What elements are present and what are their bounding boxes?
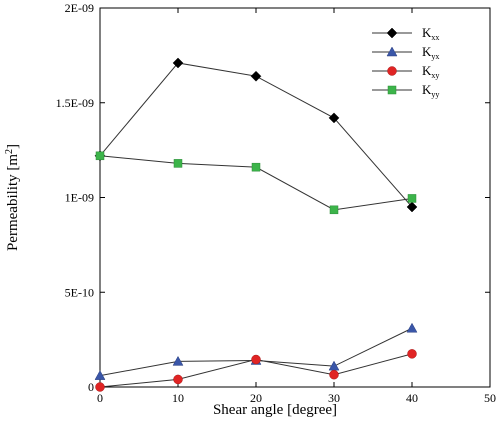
x-tick-label: 10: [172, 391, 184, 405]
legend-marker: [387, 85, 397, 95]
legend-label: Kxy: [422, 63, 439, 80]
series-kyy: [95, 151, 417, 215]
legend-item-kyy: Kyy: [372, 82, 439, 99]
legend-item-kxx: Kxx: [372, 25, 439, 42]
series-kyy-point: [173, 159, 183, 168]
series-kyy-point: [251, 162, 261, 172]
series-kyy-point: [95, 151, 105, 161]
series-kyx-point: [172, 355, 184, 366]
series-kxy-point: [407, 349, 417, 359]
legend-item-kyx: Kyx: [372, 44, 439, 61]
x-axis-title: Shear angle [degree]: [213, 402, 337, 418]
legend-marker: [387, 66, 397, 76]
y-axis-title: Permeability [m2]: [4, 144, 21, 251]
y-tick-label: 5E-10: [65, 285, 94, 299]
legend-marker: [386, 46, 398, 57]
legend-label: Kyx: [422, 44, 439, 61]
y-tick-label: 0: [88, 380, 94, 394]
series-kyx-point: [94, 370, 106, 380]
legend: Kxx Kyx Kxy Kyy: [372, 25, 439, 99]
series-kyy-point: [329, 205, 339, 215]
series-kxx-line: [99, 62, 413, 208]
series-kyx: [94, 322, 418, 380]
series-kyx-point: [406, 322, 418, 333]
series-kxy-point: [173, 374, 183, 385]
series-kxx-point: [406, 201, 418, 213]
series-kxx-point: [250, 70, 262, 82]
x-tick-label: 0: [97, 391, 103, 405]
y-tick-label: 1.5E-09: [56, 96, 94, 110]
legend-marker: [386, 27, 398, 39]
legend-label: Kxx: [422, 25, 439, 42]
series-lines: [94, 57, 418, 392]
y-tick-label: 1E-09: [65, 191, 94, 205]
x-tick-label: 20: [250, 391, 262, 405]
plot-frame: [99, 7, 491, 388]
series-kyx-line: [99, 327, 413, 377]
legend-item-kxy: Kxy: [372, 63, 439, 80]
series-kxy-point: [95, 382, 105, 392]
series-kxx-point: [328, 112, 340, 124]
axes: 0 10 20 30 40 50 0 5E-10 1E-09 1.5E-09 2E-09 Shear …: [4, 1, 496, 418]
x-tick-label: 50: [484, 391, 496, 405]
series-kxx-point: [172, 57, 184, 69]
series-kxy: [95, 349, 417, 392]
legend-label: Kyy: [422, 82, 439, 99]
x-tick-label: 30: [328, 391, 340, 405]
x-tick-label: 40: [406, 391, 418, 405]
y-tick-label: 2E-09: [65, 1, 94, 15]
series-kxx: [94, 57, 418, 213]
series-kxy-point: [329, 369, 339, 380]
series-kyy-point: [407, 194, 417, 203]
series-kxy-point: [251, 354, 261, 365]
